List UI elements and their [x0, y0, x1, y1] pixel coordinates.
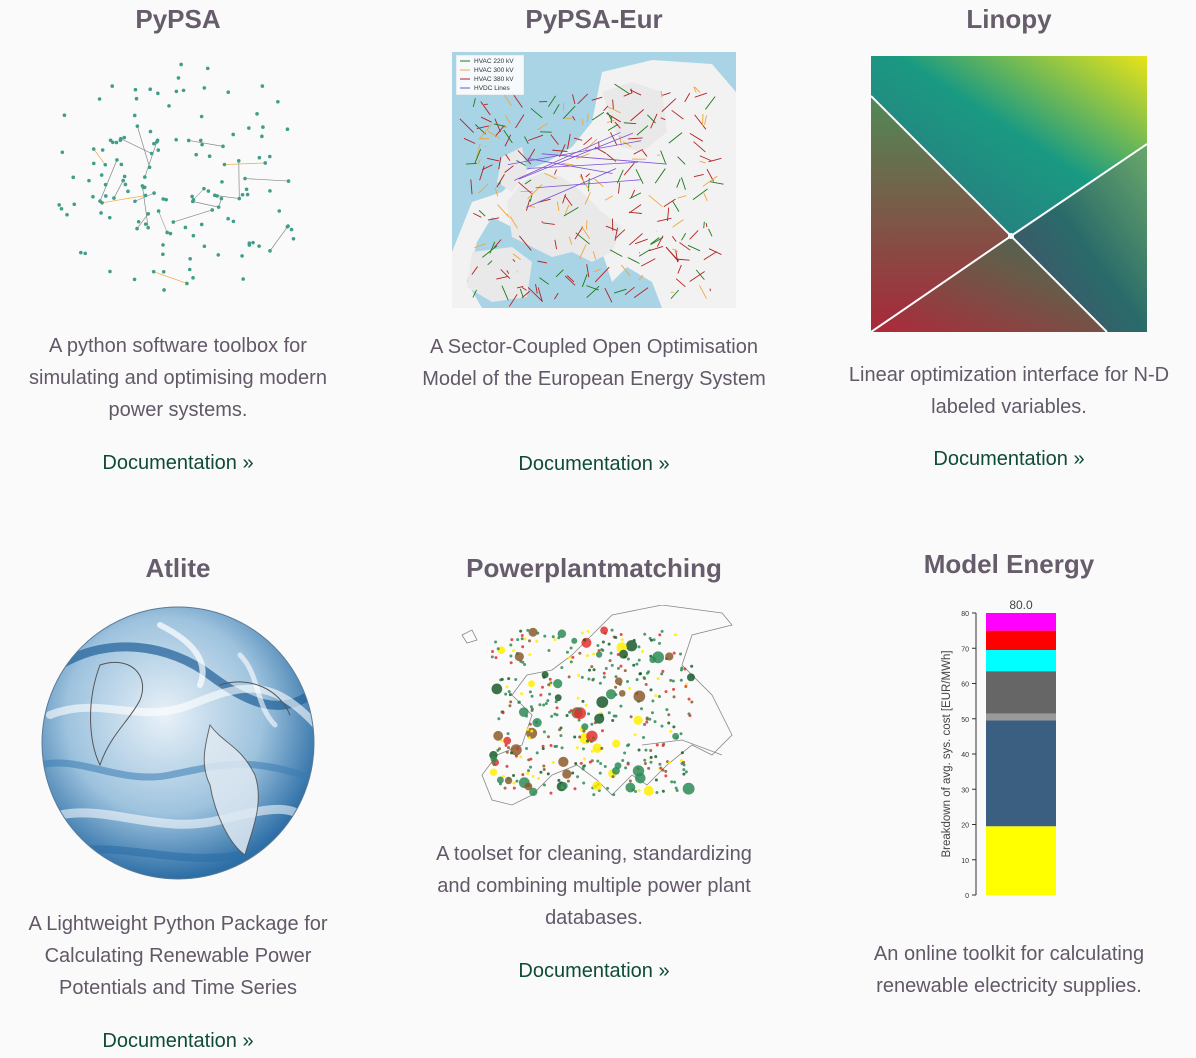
- y-tick-label: 0: [965, 893, 969, 900]
- stacked-bar-segment: [986, 720, 1056, 827]
- pypsa-eur-map-image: HVAC 220 kV HVAC 300 kV HVAC 380 kV HVDC…: [452, 52, 736, 308]
- project-card-pypsa: PyPSA A python software toolbox for simu…: [8, 0, 348, 490]
- powerplant-map-image: [461, 605, 733, 806]
- project-title: PyPSA-Eur: [525, 4, 663, 34]
- project-title: PyPSA: [135, 4, 221, 34]
- project-title: Model Energy: [923, 549, 1095, 579]
- documentation-link[interactable]: Documentation »: [102, 1030, 254, 1052]
- project-description: A Lightweight Python Package for Calcula…: [28, 913, 328, 999]
- y-tick-label: 70: [961, 646, 969, 653]
- stacked-bar-segment: [986, 826, 1056, 895]
- project-description: A toolset for cleaning, standardizing an…: [436, 843, 752, 929]
- legend-item: HVDC Lines: [474, 85, 511, 92]
- documentation-link[interactable]: Documentation »: [518, 960, 670, 982]
- project-description: A Sector-Coupled Open Optimisation Model…: [422, 336, 766, 390]
- project-title: Powerplantmatching: [466, 553, 722, 583]
- y-tick-label: 40: [961, 752, 969, 759]
- stacked-bar-segment: [986, 671, 1056, 714]
- project-title: Linopy: [966, 4, 1052, 34]
- project-card-atlite: Atlite A Lightweight Python Package for …: [8, 545, 348, 1058]
- project-description: An online toolkit for calculating renewa…: [873, 943, 1145, 997]
- linopy-gradient-image: [871, 56, 1147, 332]
- project-description: A python software toolbox for simulating…: [29, 335, 327, 421]
- legend-item: HVAC 380 kV: [474, 76, 514, 83]
- documentation-link[interactable]: Documentation »: [518, 453, 670, 475]
- bar-total-label: 80.0: [1009, 598, 1033, 612]
- atlite-globe-image: [41, 606, 315, 880]
- project-description: Linear optimization interface for N-D la…: [848, 364, 1170, 418]
- y-tick-label: 10: [961, 858, 969, 865]
- legend-item: HVAC 220 kV: [474, 58, 514, 65]
- project-card-linopy: Linopy: [828, 0, 1190, 490]
- stacked-bar-segment: [986, 613, 1056, 631]
- model-energy-cost-chart: 0 10 20 30 40 50 60 70 80 80.0 Breakdown of avg. s…: [941, 598, 1056, 900]
- y-tick-label: 60: [961, 682, 969, 689]
- project-card-pypsa-eur: PyPSA-Eur HVAC 220 kV HVAC 300 kV HVAC 3…: [404, 0, 784, 490]
- project-card-model-energy: Model Energy 0 10 20 30 40 50 60 70 80 80.0 Breakd…: [828, 545, 1190, 1058]
- pypsa-network-image: [57, 62, 296, 292]
- documentation-link[interactable]: Documentation »: [933, 448, 1085, 470]
- documentation-link[interactable]: Documentation »: [102, 452, 254, 474]
- y-tick-label: 50: [961, 717, 969, 724]
- y-tick-label: 30: [961, 787, 969, 794]
- project-card-powerplantmatching: Powerplantmatching A toolset for cleanin…: [404, 545, 784, 1058]
- y-axis-label: Breakdown of avg. sys. cost [EUR/MWh]: [941, 650, 953, 857]
- legend-item: HVAC 300 kV: [474, 67, 514, 74]
- y-tick-label: 80: [961, 611, 969, 618]
- stacked-bar-segment: [986, 713, 1056, 721]
- project-title: Atlite: [145, 553, 211, 583]
- stacked-bar-segment: [986, 650, 1056, 672]
- stacked-bar-segment: [986, 630, 1056, 651]
- y-tick-label: 20: [961, 823, 969, 830]
